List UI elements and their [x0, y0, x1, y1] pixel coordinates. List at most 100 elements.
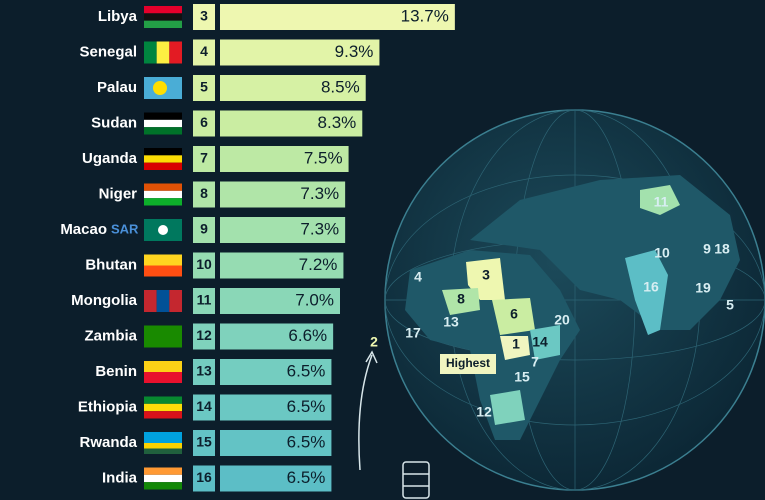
flag-emblem: [153, 81, 167, 95]
flag-stripe: [144, 183, 182, 191]
niger: [442, 288, 480, 315]
map-label: Highest: [446, 356, 490, 370]
flag-stripe: [144, 403, 182, 412]
category-label: Macao: [60, 221, 107, 238]
india: [625, 250, 668, 335]
value-label: 13.7%: [401, 6, 449, 25]
map-label: 2: [370, 334, 378, 350]
bar: [220, 323, 334, 350]
flag-emblem: [158, 225, 168, 235]
flag: [144, 361, 182, 383]
flag-stripe: [144, 20, 182, 28]
category-label: Mongolia: [71, 292, 137, 309]
rank-label: 5: [200, 79, 208, 95]
rank-box: [193, 181, 215, 208]
bar: [220, 465, 332, 492]
rank-box: [193, 465, 215, 492]
globe: [358, 109, 765, 499]
map-label: 4: [414, 269, 422, 285]
flag: [144, 112, 182, 135]
zambia: [490, 390, 525, 425]
bar: [220, 394, 332, 421]
rank-box: [193, 4, 215, 30]
rank-box: [193, 146, 215, 172]
value-label: 6.6%: [288, 326, 327, 345]
flag-stripe: [144, 254, 182, 266]
category-label: Ethiopia: [78, 398, 138, 415]
rank-label: 3: [200, 8, 208, 24]
rank-label: 16: [196, 469, 212, 485]
map-label: 1: [512, 336, 520, 352]
bar: [220, 288, 340, 314]
map-label: 16: [643, 279, 659, 295]
flag-stripe: [144, 467, 182, 475]
rank-box: [193, 394, 215, 421]
rank-label: 15: [196, 434, 212, 450]
highest-country: [500, 336, 530, 360]
category-label: India: [102, 469, 138, 486]
arrow: [358, 354, 373, 471]
flag-stripe: [144, 6, 182, 14]
flag-stripe: [144, 190, 182, 199]
map-label: 10: [654, 245, 670, 261]
flag-stripe: [144, 361, 182, 372]
flag-stripe: [144, 127, 182, 135]
flag-stripe: [144, 372, 182, 383]
map-label: 11: [654, 194, 669, 210]
map-label: 13: [443, 314, 459, 330]
flag: [144, 148, 182, 170]
flag-stripe: [169, 290, 182, 312]
value-label: 7.2%: [299, 255, 338, 274]
bar: [220, 430, 332, 456]
oil-barrel: [402, 461, 430, 499]
category-label: Senegal: [79, 43, 137, 60]
flag-stripe: [144, 198, 182, 206]
value-label: 7.3%: [300, 184, 339, 203]
rank-box: [193, 252, 215, 279]
flag-stripe: [144, 396, 182, 404]
bar: [220, 75, 366, 101]
value-label: 9.3%: [335, 42, 374, 61]
rank-label: 13: [196, 363, 212, 379]
value-label: 7.3%: [300, 219, 339, 238]
rank-label: 9: [200, 221, 208, 237]
flag-stripe: [144, 443, 182, 449]
map-label: 20: [554, 312, 570, 328]
category-label: Libya: [98, 8, 138, 25]
category-note: SAR: [111, 221, 139, 236]
map-label: 15: [514, 369, 530, 385]
map-label: 5: [726, 297, 734, 313]
category-label: Benin: [95, 363, 137, 380]
map-label: 7: [531, 354, 539, 370]
flag-stripe: [144, 432, 182, 438]
flag-stripe: [144, 265, 182, 277]
value-label: 8.5%: [321, 77, 360, 96]
flag-stripe: [144, 411, 182, 419]
map-label: 3: [482, 267, 490, 283]
map-label: 14: [532, 334, 548, 350]
rank-box: [193, 39, 215, 66]
flag-stripe: [156, 290, 170, 312]
mongolia: [640, 185, 680, 215]
sudan: [492, 298, 535, 335]
rank-label: 11: [197, 292, 212, 308]
category-label: Bhutan: [85, 256, 137, 273]
category-label: Palau: [97, 79, 137, 96]
flag-stripe: [144, 290, 157, 312]
rank-label: 10: [196, 256, 212, 272]
rank-box: [193, 288, 215, 314]
highest-box: [440, 354, 496, 374]
flag-stripe: [144, 325, 182, 348]
value-label: 7.0%: [295, 290, 334, 309]
rank-label: 7: [200, 150, 208, 166]
category-label: Rwanda: [79, 434, 137, 451]
flag: [144, 290, 182, 312]
rank-box: [193, 359, 215, 385]
flag-stripe: [144, 482, 182, 490]
category-label: Niger: [99, 185, 138, 202]
rank-box: [193, 217, 215, 243]
rank-box: [193, 75, 215, 101]
arrow-head: [365, 350, 378, 364]
category-label: Sudan: [91, 114, 137, 131]
